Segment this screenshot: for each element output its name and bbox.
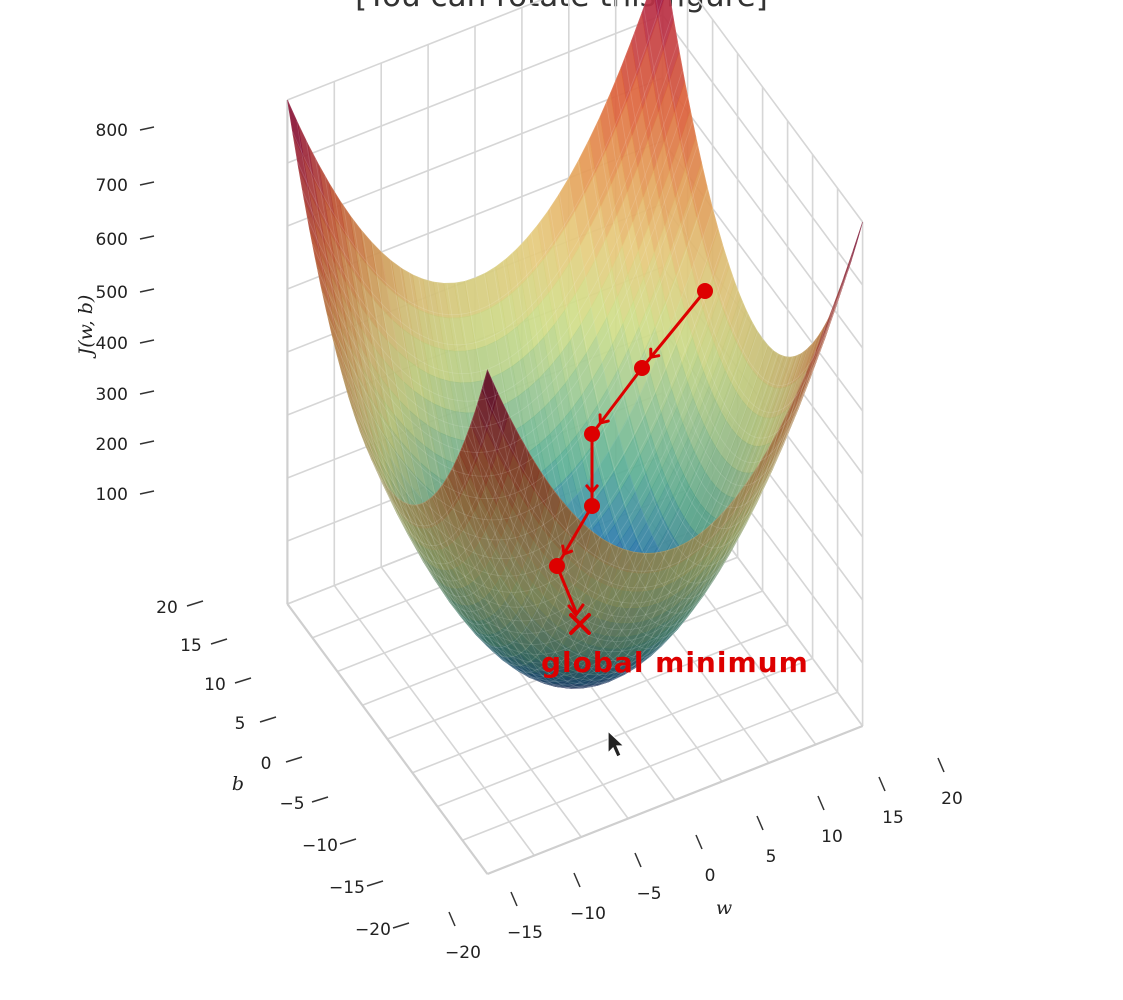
b-tick-label: −10 [302, 836, 338, 856]
b-tick-label: 5 [235, 714, 246, 734]
path-arrowhead [561, 544, 574, 556]
z-tick-label: 800 [96, 121, 128, 141]
z-axis-label: J(w, b) [75, 295, 97, 360]
path-point [584, 426, 600, 442]
w-tick-label: 15 [882, 808, 904, 828]
b-tick-label: −5 [279, 794, 304, 814]
z-tick-label: 700 [96, 176, 128, 196]
w-tick-label: −10 [570, 904, 606, 924]
path-arrowhead [567, 603, 585, 618]
mouse-cursor-icon [607, 729, 626, 758]
z-tick-label: 100 [96, 485, 128, 505]
path-segment [640, 289, 707, 370]
path-point [634, 360, 650, 376]
b-tick-label: 20 [156, 598, 178, 618]
z-tick-label: 600 [96, 230, 128, 250]
z-tick-label: 200 [96, 435, 128, 455]
global-minimum-label: global minimum [541, 646, 809, 679]
b-tick-label: 10 [204, 675, 226, 695]
w-axis-label: w [716, 897, 732, 919]
w-tick-label: −15 [507, 923, 543, 943]
w-tick-label: 0 [705, 866, 716, 886]
path-arrowhead [585, 484, 599, 495]
path-point [584, 498, 600, 514]
path-arrowhead [649, 347, 661, 359]
w-tick-label: 10 [821, 827, 843, 847]
b-tick-label: 0 [261, 754, 272, 774]
b-tick-label: −15 [329, 878, 365, 898]
w-tick-label: −5 [636, 884, 661, 904]
z-tick-label: 300 [96, 385, 128, 405]
global-minimum-marker [569, 613, 591, 635]
path-point [697, 283, 713, 299]
path-arrowhead [598, 413, 610, 425]
z-tick-label: 500 [96, 283, 128, 303]
gradient-descent-path: global minimum [541, 283, 809, 679]
b-tick-label: 15 [180, 636, 202, 656]
path-point [549, 558, 565, 574]
w-tick-label: 20 [941, 789, 963, 809]
tick-labels: 80070060050040030020010020151050−5−10−15… [75, 121, 963, 963]
b-tick-label: −20 [355, 920, 391, 940]
path-segment [555, 564, 578, 614]
path-segment [555, 504, 594, 568]
z-tick-label: 400 [96, 334, 128, 354]
cost-surface [287, 0, 863, 689]
b-axis-label: b [232, 773, 244, 795]
w-tick-label: 5 [766, 847, 777, 867]
w-tick-label: −20 [445, 943, 481, 963]
